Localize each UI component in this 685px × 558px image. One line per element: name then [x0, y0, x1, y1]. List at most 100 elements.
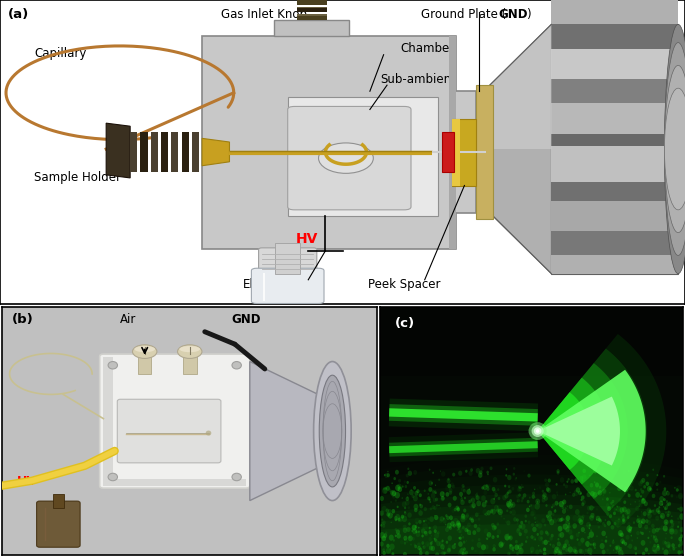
Ellipse shape	[446, 541, 448, 544]
Ellipse shape	[599, 484, 601, 488]
Ellipse shape	[535, 497, 536, 498]
Ellipse shape	[614, 520, 619, 527]
FancyBboxPatch shape	[452, 119, 476, 185]
Ellipse shape	[529, 506, 530, 507]
Ellipse shape	[640, 479, 643, 484]
Ellipse shape	[574, 550, 577, 554]
Ellipse shape	[437, 531, 440, 534]
Ellipse shape	[564, 540, 569, 545]
Ellipse shape	[469, 500, 471, 503]
Ellipse shape	[470, 499, 472, 501]
Ellipse shape	[658, 506, 660, 508]
Ellipse shape	[617, 485, 621, 491]
Ellipse shape	[539, 549, 542, 552]
Ellipse shape	[473, 507, 474, 508]
Ellipse shape	[577, 538, 579, 541]
Ellipse shape	[447, 484, 451, 488]
Ellipse shape	[664, 507, 667, 511]
Ellipse shape	[667, 511, 670, 513]
Ellipse shape	[463, 489, 466, 493]
Ellipse shape	[656, 544, 660, 547]
Ellipse shape	[645, 482, 649, 486]
Ellipse shape	[457, 507, 460, 511]
Ellipse shape	[423, 520, 425, 522]
Ellipse shape	[410, 489, 412, 491]
Ellipse shape	[462, 484, 464, 488]
Polygon shape	[538, 392, 589, 470]
Ellipse shape	[656, 482, 658, 486]
Ellipse shape	[624, 487, 628, 492]
Ellipse shape	[476, 527, 480, 532]
Ellipse shape	[540, 551, 543, 552]
Ellipse shape	[461, 487, 464, 492]
Ellipse shape	[590, 513, 595, 518]
Ellipse shape	[410, 543, 412, 546]
Ellipse shape	[461, 547, 466, 553]
Ellipse shape	[493, 477, 497, 483]
Polygon shape	[490, 25, 551, 273]
Ellipse shape	[469, 471, 473, 476]
Ellipse shape	[599, 543, 605, 549]
Bar	[551, 146, 678, 182]
Ellipse shape	[665, 537, 667, 540]
Ellipse shape	[651, 535, 653, 537]
Ellipse shape	[450, 483, 454, 488]
Ellipse shape	[384, 533, 387, 538]
Ellipse shape	[669, 526, 674, 532]
Ellipse shape	[462, 536, 464, 538]
Bar	[275, 243, 300, 273]
Ellipse shape	[412, 537, 415, 541]
Ellipse shape	[549, 519, 554, 525]
Ellipse shape	[567, 509, 569, 511]
Ellipse shape	[479, 524, 480, 526]
Ellipse shape	[391, 483, 393, 484]
Ellipse shape	[667, 544, 671, 548]
Ellipse shape	[572, 551, 573, 552]
Ellipse shape	[390, 549, 391, 551]
Ellipse shape	[613, 549, 614, 551]
Ellipse shape	[649, 488, 653, 492]
Ellipse shape	[612, 540, 614, 541]
Ellipse shape	[565, 520, 570, 526]
Ellipse shape	[393, 539, 395, 542]
Ellipse shape	[547, 532, 549, 536]
Ellipse shape	[445, 527, 449, 532]
Ellipse shape	[399, 521, 401, 522]
Ellipse shape	[664, 541, 667, 544]
Ellipse shape	[547, 488, 551, 493]
Ellipse shape	[504, 534, 510, 540]
Ellipse shape	[574, 479, 577, 483]
Ellipse shape	[443, 548, 445, 550]
Ellipse shape	[475, 519, 477, 521]
Ellipse shape	[682, 550, 684, 554]
Ellipse shape	[469, 488, 470, 490]
Ellipse shape	[460, 498, 463, 502]
Ellipse shape	[607, 506, 611, 511]
Ellipse shape	[610, 511, 611, 512]
Ellipse shape	[597, 492, 598, 494]
Ellipse shape	[562, 507, 564, 509]
Ellipse shape	[545, 504, 547, 507]
Ellipse shape	[565, 494, 566, 496]
FancyBboxPatch shape	[251, 268, 324, 304]
Ellipse shape	[400, 540, 403, 544]
Ellipse shape	[618, 552, 619, 553]
Ellipse shape	[229, 524, 685, 558]
Ellipse shape	[379, 511, 384, 516]
Ellipse shape	[384, 487, 387, 490]
Ellipse shape	[629, 527, 632, 531]
Polygon shape	[288, 97, 438, 216]
Ellipse shape	[465, 551, 468, 555]
Ellipse shape	[398, 489, 399, 491]
Ellipse shape	[664, 519, 669, 525]
Ellipse shape	[536, 429, 539, 433]
Ellipse shape	[580, 499, 582, 501]
Ellipse shape	[465, 470, 468, 473]
Ellipse shape	[179, 346, 200, 352]
Ellipse shape	[388, 489, 391, 492]
Ellipse shape	[595, 497, 597, 499]
Ellipse shape	[632, 540, 633, 541]
Ellipse shape	[475, 493, 478, 497]
Ellipse shape	[538, 486, 541, 489]
Ellipse shape	[573, 527, 575, 529]
